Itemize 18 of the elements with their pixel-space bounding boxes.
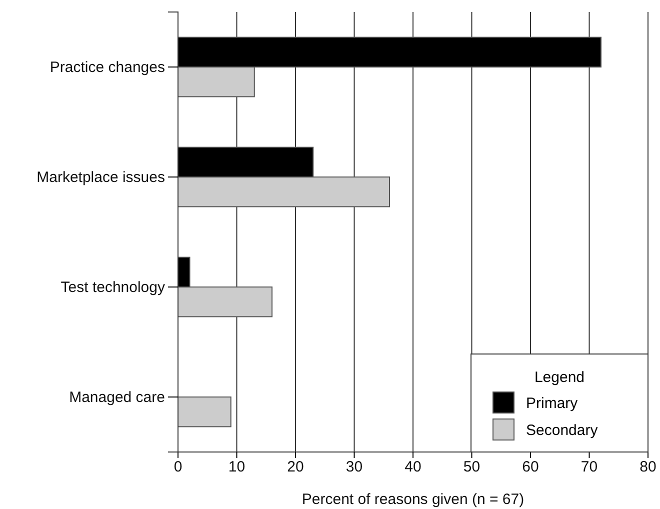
legend-title: Legend: [534, 369, 585, 386]
y-tick-label: Practice changes: [50, 58, 165, 76]
x-tick-label: 0: [174, 458, 182, 476]
y-tick-label: Test technology: [60, 278, 166, 296]
y-tick-label: Managed care: [69, 388, 165, 406]
x-tick-label: 80: [640, 458, 656, 476]
y-tick-label: Marketplace issues: [36, 168, 165, 186]
x-tick-label: 70: [580, 458, 598, 476]
bar: [178, 396, 232, 428]
x-tick-label: 10: [228, 458, 246, 476]
x-axis-title: Percent of reasons given (n = 67): [302, 491, 524, 508]
legend-label: Secondary: [526, 422, 598, 439]
x-tick-label: 50: [463, 458, 480, 476]
x-tick-label: 40: [404, 458, 422, 476]
x-tick-label: 20: [287, 458, 304, 476]
x-tick-label: 30: [346, 458, 363, 476]
x-tick-label: 60: [522, 458, 539, 476]
legend-label: Primary: [526, 395, 578, 412]
